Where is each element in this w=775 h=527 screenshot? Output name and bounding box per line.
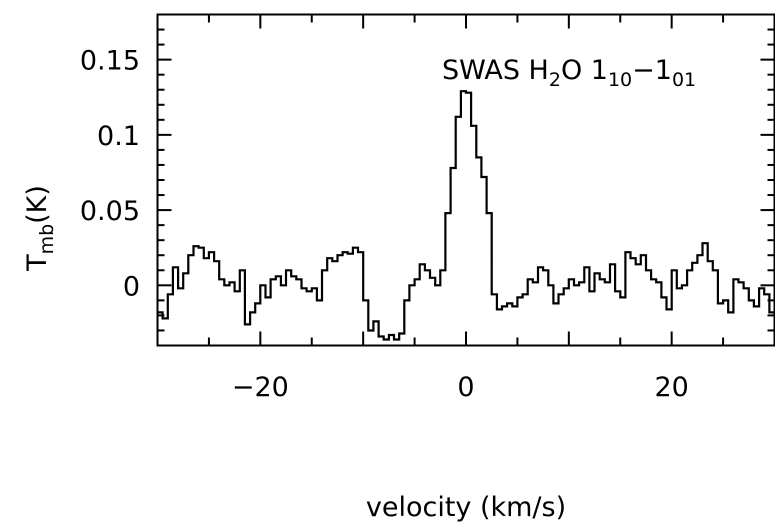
y-tick-label: 0.05: [80, 196, 140, 227]
annotation-mid: O 1: [561, 55, 608, 86]
annotation-dash: −1: [632, 55, 672, 86]
y-axis-label: Tmb(K): [22, 185, 58, 272]
y-axis-label-base: T: [22, 254, 53, 272]
x-tick-label: 20: [654, 372, 688, 403]
spectrum-step-line: [157, 90, 775, 341]
y-axis-label-unit: (K): [22, 185, 53, 224]
annotation-sub2: 10: [608, 69, 632, 91]
y-tick-label: 0.1: [97, 121, 140, 152]
y-tick-label: 0.15: [80, 46, 140, 77]
x-tick-label: −20: [232, 372, 289, 403]
annotation-base: SWAS H: [442, 55, 549, 86]
plot-annotation: SWAS H2O 110−101: [442, 55, 696, 91]
annotation-sub1: 2: [549, 69, 561, 91]
tick-labels: −20 0 20 0 0.05 0.1 0.15: [80, 46, 689, 403]
annotation-sub3: 01: [672, 69, 696, 91]
y-axis-label-sub: mb: [36, 224, 58, 255]
x-tick-label: 0: [457, 372, 474, 403]
axis-ticks: [156, 13, 775, 347]
x-axis-label: velocity (km/s): [366, 492, 566, 523]
y-tick-label: 0: [123, 271, 140, 302]
